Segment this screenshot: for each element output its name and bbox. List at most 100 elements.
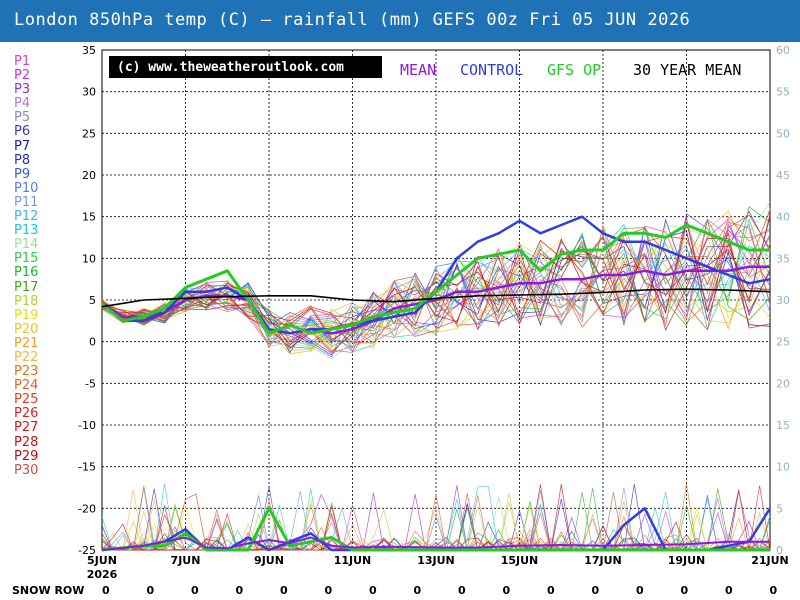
member-label: P22 bbox=[14, 349, 39, 365]
snow-row-label: SNOW ROW bbox=[12, 584, 85, 597]
member-label: P14 bbox=[14, 237, 39, 253]
member-temp-line bbox=[101, 206, 771, 349]
member-rain-line bbox=[102, 492, 771, 551]
snow-row-value: 0 bbox=[324, 584, 333, 597]
legend-control: CONTROL bbox=[460, 61, 523, 79]
member-label: P1 bbox=[14, 54, 31, 69]
title-bar: London 850hPa temp (C) — rainfall (mm) G… bbox=[0, 0, 800, 42]
y-tick-label: 20 bbox=[82, 169, 96, 182]
temp-series-mean bbox=[101, 265, 770, 335]
member-temp-line bbox=[101, 218, 771, 346]
member-temp-line bbox=[101, 229, 771, 355]
y-tick-label: 35 bbox=[82, 44, 96, 57]
snow-row-value: 0 bbox=[636, 584, 644, 597]
y2-tick-label: 20 bbox=[776, 377, 790, 390]
member-legend: P1 P2 P3 P4 P5 P6 P7 P8 P9 P10 P11 P12 P13 P14 P15 P16 P… bbox=[14, 54, 74, 478]
member-rain-line bbox=[102, 491, 770, 551]
x-tick-label: 13JUN bbox=[417, 554, 455, 567]
member-temp-line bbox=[101, 219, 771, 333]
snow-row-value: 0 bbox=[547, 584, 555, 597]
legend-mean: MEAN bbox=[400, 61, 436, 79]
y-tick-label: 5 bbox=[89, 294, 96, 307]
y-tick-label: 0 bbox=[89, 336, 96, 349]
member-label: P16 bbox=[14, 265, 39, 281]
snow-row-value: 0 bbox=[235, 584, 244, 597]
y-tick-label: -5 bbox=[85, 377, 96, 390]
member-temp-line bbox=[101, 208, 771, 336]
member-label: P17 bbox=[14, 279, 39, 295]
member-label: P13 bbox=[14, 223, 39, 239]
y2-tick-label: 15 bbox=[776, 419, 790, 432]
member-label: P7 bbox=[14, 138, 31, 154]
member-label: P21 bbox=[14, 335, 39, 351]
snow-row-value: 0 bbox=[146, 584, 155, 597]
temp-series-gfs-op bbox=[101, 223, 770, 335]
member-label: P30 bbox=[14, 462, 39, 478]
member-label: P24 bbox=[14, 378, 39, 394]
y-tick-label: -15 bbox=[78, 461, 96, 474]
snow-row-value: 0 bbox=[413, 584, 422, 597]
member-temp-line bbox=[101, 213, 771, 327]
member-temp-line bbox=[101, 218, 771, 332]
x-tick-sublabel: 2026 bbox=[87, 568, 118, 581]
y2-tick-label: 50 bbox=[776, 127, 790, 140]
y2-tick-label: 60 bbox=[776, 44, 790, 57]
x-tick-label: 11JUN bbox=[334, 554, 372, 567]
member-label: P11 bbox=[14, 194, 39, 210]
y2-tick-label: 25 bbox=[776, 336, 790, 349]
member-temp-line bbox=[101, 224, 771, 348]
x-tick-label: 5JUN bbox=[87, 554, 117, 567]
snow-row-value: 0 bbox=[680, 584, 689, 597]
member-label: P19 bbox=[14, 307, 39, 323]
member-label: P4 bbox=[14, 96, 31, 112]
member-temp-line bbox=[101, 238, 771, 349]
member-label: P27 bbox=[14, 420, 39, 436]
y-tick-label: -10 bbox=[78, 419, 96, 432]
axis-layer: 35302520151050-5-10-15-20-25605550454035… bbox=[78, 44, 790, 581]
y2-tick-label: 10 bbox=[776, 461, 790, 474]
member-label: P9 bbox=[14, 166, 31, 182]
member-temp-line bbox=[101, 224, 771, 350]
snow-row-value: 0 bbox=[591, 584, 600, 597]
snow-row-value: 0 bbox=[191, 584, 199, 597]
member-label: P2 bbox=[14, 68, 31, 84]
legend-30-year-mean: 30 YEAR MEAN bbox=[633, 61, 741, 79]
y-tick-label: -25 bbox=[78, 544, 96, 557]
member-label: P10 bbox=[14, 180, 39, 196]
y2-tick-label: 30 bbox=[776, 294, 790, 307]
member-temp-line bbox=[101, 214, 771, 341]
member-label: P8 bbox=[14, 152, 31, 168]
y-tick-label: 30 bbox=[82, 86, 96, 99]
snow-row: SNOW ROW 0 0 0 0 0 0 0 0 0 0 0 0 0 0 0 0 bbox=[0, 584, 800, 600]
member-temp-line bbox=[101, 214, 771, 344]
member-label: P25 bbox=[14, 392, 39, 408]
x-tick-label: 15JUN bbox=[501, 554, 539, 567]
member-temp-line bbox=[101, 244, 771, 353]
member-label: P23 bbox=[14, 364, 39, 380]
member-label: P20 bbox=[14, 321, 39, 337]
snow-row-value: 0 bbox=[369, 584, 377, 597]
member-temp-line bbox=[101, 231, 771, 339]
legend-gfs-op: GFS OP bbox=[547, 61, 601, 79]
snow-row-value: 0 bbox=[102, 584, 110, 597]
x-tick-label: 21JUN bbox=[751, 554, 789, 567]
member-label: P12 bbox=[14, 209, 39, 225]
legend-layer: (c) www.theweatheroutlook.com MEAN CONTR… bbox=[109, 56, 741, 79]
y2-tick-label: 55 bbox=[776, 86, 790, 99]
member-label: P18 bbox=[14, 293, 39, 309]
x-tick-label: 9JUN bbox=[254, 554, 284, 567]
member-label: P3 bbox=[14, 82, 31, 98]
member-label: P28 bbox=[14, 434, 39, 450]
member-label: P5 bbox=[14, 110, 31, 126]
chart-title: London 850hPa temp (C) — rainfall (mm) G… bbox=[14, 10, 691, 30]
y2-tick-label: 35 bbox=[776, 252, 790, 265]
x-tick-label: 17JUN bbox=[584, 554, 622, 567]
member-label: P6 bbox=[14, 124, 31, 140]
member-temp-line bbox=[101, 215, 771, 353]
y-tick-label: -20 bbox=[78, 502, 96, 515]
y2-tick-label: 0 bbox=[776, 544, 783, 557]
credit-text: (c) www.theweatheroutlook.com bbox=[117, 60, 344, 75]
series-layer bbox=[101, 215, 772, 552]
member-label: P15 bbox=[14, 251, 39, 267]
